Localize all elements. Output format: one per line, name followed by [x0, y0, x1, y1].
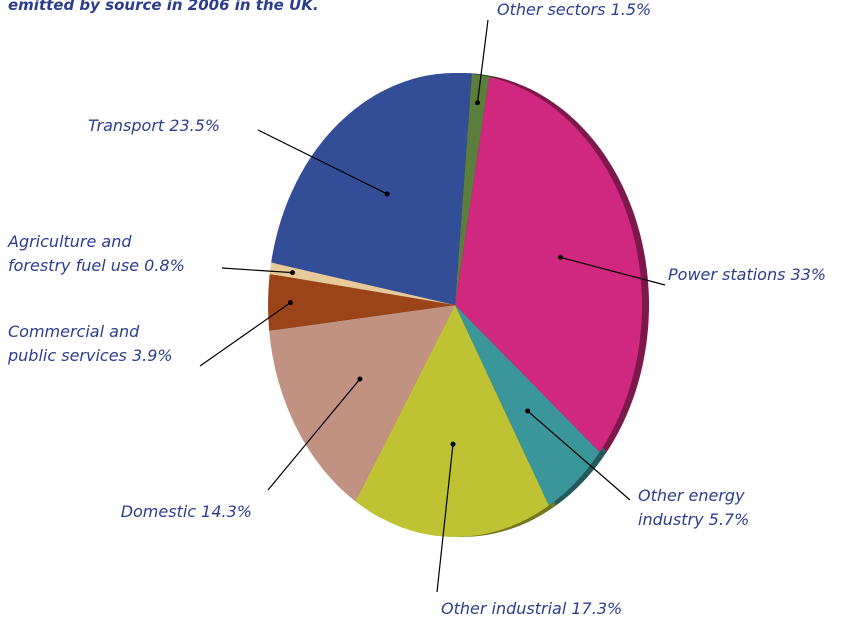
leader-dot — [384, 191, 390, 197]
leader-line — [436, 444, 454, 593]
value-label: 1.5% — [610, 0, 652, 19]
value-label: 14.3% — [201, 502, 252, 521]
slice-label: Commercial and public services 3.9% — [8, 320, 173, 368]
leader-line — [527, 410, 631, 501]
leader-dot — [450, 441, 456, 447]
chart-title: emitted by source in 2006 in the UK. — [8, 0, 319, 14]
leader-line — [476, 19, 489, 103]
slice — [269, 262, 455, 305]
leader-line — [221, 267, 293, 274]
slice-label: Power stations 33% — [668, 263, 826, 287]
value-label: 5.7% — [708, 510, 750, 529]
leader-dot — [525, 408, 531, 414]
leader-dot — [474, 100, 480, 106]
slice — [355, 305, 549, 538]
slice-label: Agriculture and forestry fuel use 0.8% — [8, 230, 185, 278]
leader-dot — [287, 300, 293, 306]
slice — [455, 76, 642, 453]
slice-label: Domestic 14.3% — [20, 500, 252, 524]
slice-label: Transport 23.5% — [88, 114, 220, 138]
slice-label: Other energy industry 5.7% — [638, 484, 749, 532]
slice — [271, 73, 472, 305]
value-label: 0.8% — [144, 256, 185, 275]
value-label: 33% — [790, 265, 827, 284]
leader-dot — [290, 270, 296, 276]
slice — [455, 73, 490, 305]
category-label: Other industrial — [441, 599, 567, 618]
slice — [268, 274, 455, 331]
leader-line — [267, 378, 361, 491]
value-label: 3.9% — [131, 346, 173, 365]
category-label: Other sectors — [497, 0, 606, 19]
slice — [269, 305, 455, 502]
slice — [455, 305, 600, 506]
leader-dot — [557, 254, 563, 260]
slice-label: Other sectors 1.5% — [497, 0, 651, 22]
category-label: Transport — [88, 116, 165, 135]
category-label: Commercial and public services — [8, 322, 140, 365]
leader-line — [199, 302, 291, 367]
leader-line — [257, 129, 388, 195]
leader-line — [560, 256, 666, 286]
category-label: Agriculture and forestry fuel use — [8, 232, 140, 275]
value-label: 17.3% — [571, 599, 623, 618]
category-label: Power stations — [668, 265, 786, 284]
leader-dot — [357, 376, 363, 382]
value-label: 23.5% — [169, 116, 221, 135]
category-label: Other energy industry — [638, 486, 745, 529]
slice-label: Other industrial 17.3% — [441, 597, 622, 621]
category-label: Domestic — [120, 502, 197, 521]
